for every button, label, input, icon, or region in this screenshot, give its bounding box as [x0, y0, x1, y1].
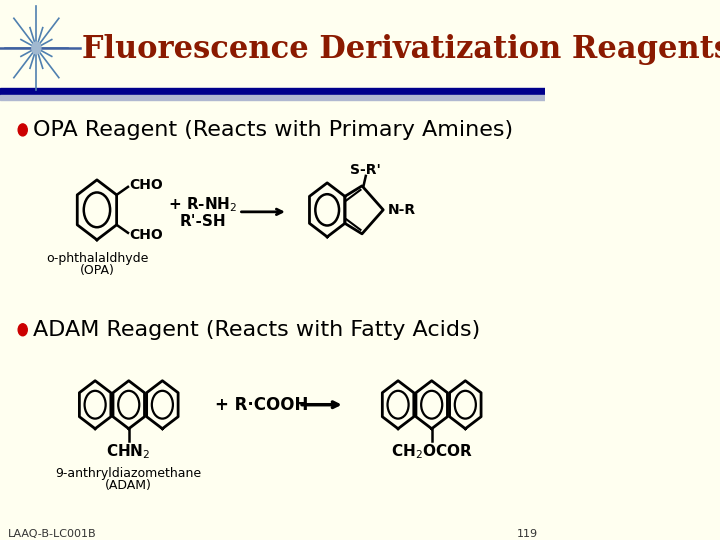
Bar: [0, 88, 545, 95]
Text: 9-anthryldiazomethane: 9-anthryldiazomethane: [55, 467, 202, 480]
Text: Fluorescence Derivatization Reagents: Fluorescence Derivatization Reagents: [82, 35, 720, 65]
Text: CH$_2$OCOR: CH$_2$OCOR: [391, 443, 472, 461]
Text: CHN$_2$: CHN$_2$: [107, 443, 151, 461]
Text: R'-SH: R'-SH: [180, 214, 226, 230]
Text: S-R': S-R': [351, 163, 382, 177]
Text: OPA Reagent (Reacts with Primary Amines): OPA Reagent (Reacts with Primary Amines): [33, 120, 513, 140]
Text: o-phthalaldhyde: o-phthalaldhyde: [46, 252, 148, 265]
Text: ADAM Reagent (Reacts with Fatty Acids): ADAM Reagent (Reacts with Fatty Acids): [33, 320, 480, 340]
Text: 119: 119: [517, 529, 538, 538]
Bar: [0, 95, 545, 100]
Text: CHO: CHO: [130, 228, 163, 242]
Circle shape: [32, 42, 41, 54]
Circle shape: [18, 324, 27, 336]
Circle shape: [18, 124, 27, 136]
Text: (ADAM): (ADAM): [105, 478, 152, 491]
Text: LAAQ-B-LC001B: LAAQ-B-LC001B: [8, 529, 96, 538]
Text: CHO: CHO: [130, 178, 163, 192]
Text: + R-NH$_2$: + R-NH$_2$: [168, 195, 238, 214]
Text: + R·COOH: + R·COOH: [215, 396, 308, 414]
Text: (OPA): (OPA): [79, 264, 114, 277]
Text: N-R: N-R: [388, 203, 416, 217]
